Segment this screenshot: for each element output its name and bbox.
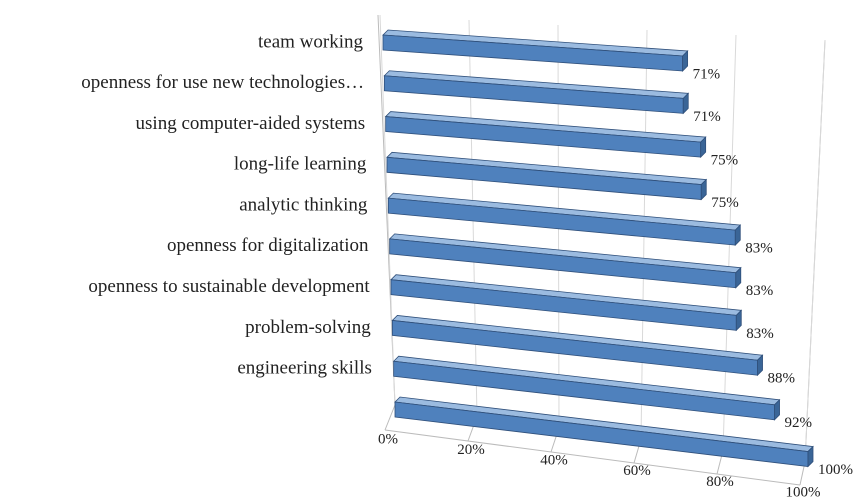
- grid-line: [804, 39, 826, 463]
- value-label: 75%: [711, 195, 739, 211]
- value-label: 83%: [745, 241, 773, 257]
- value-label: 92%: [785, 415, 813, 431]
- category-label: openness for use new technologies…: [81, 72, 364, 93]
- x-tick-label: 80%: [706, 474, 734, 490]
- value-label: 75%: [711, 153, 739, 169]
- category-label: long-life learning: [234, 154, 367, 175]
- bar-end: [682, 92, 689, 115]
- value-label: 100%: [818, 462, 853, 478]
- bar-end: [735, 266, 742, 289]
- category-label: engineering skills: [237, 358, 372, 379]
- value-label: 71%: [693, 66, 721, 82]
- bar-end: [700, 178, 707, 201]
- bar-end: [682, 50, 689, 72]
- bar-end: [807, 445, 814, 468]
- value-label: 83%: [746, 326, 774, 342]
- floor-front: [384, 429, 801, 486]
- x-tick-label: 100%: [786, 484, 821, 499]
- grid-line: [379, 14, 396, 406]
- x-tick-label: 40%: [540, 453, 568, 469]
- bar-end: [757, 354, 763, 377]
- bar-end: [700, 136, 707, 159]
- x-tick-label: 0%: [378, 431, 398, 447]
- x-tick-label: 60%: [623, 463, 651, 479]
- category-label: problem-solving: [245, 317, 371, 338]
- x-tick: [384, 404, 396, 431]
- bar-end: [734, 224, 741, 247]
- category-label: openness to sustainable development: [88, 276, 370, 297]
- category-label: team working: [258, 31, 364, 52]
- bar-end: [774, 398, 780, 421]
- category-label: analytic thinking: [239, 194, 368, 215]
- category-label: openness for digitalization: [167, 235, 369, 256]
- value-label: 83%: [746, 283, 774, 299]
- value-label: 88%: [768, 371, 796, 387]
- value-label: 71%: [693, 109, 721, 125]
- category-label: using computer-aided systems: [136, 113, 366, 134]
- x-tick-label: 20%: [457, 442, 485, 458]
- bar-end: [735, 309, 742, 332]
